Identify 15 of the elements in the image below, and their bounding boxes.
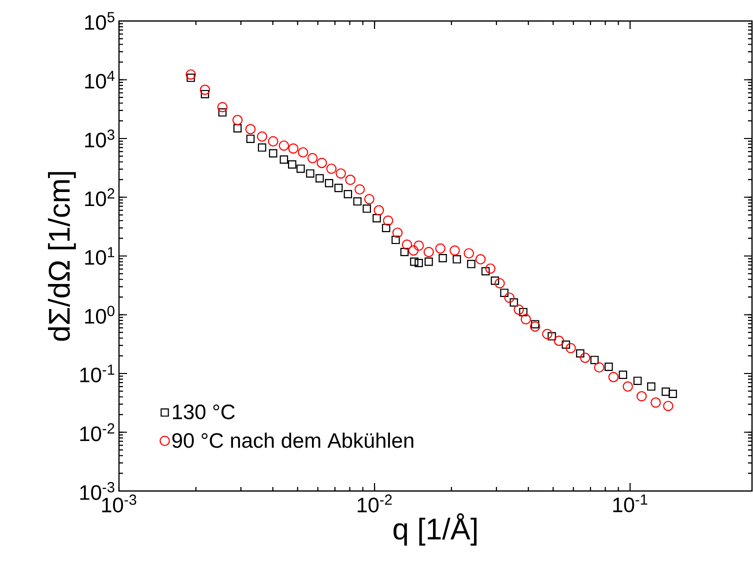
y-tick-label: 10$^{4}$ — [85, 70, 115, 89]
x-tick-label: 10$^{-1}$ — [613, 494, 648, 512]
x-tick-label: 10$^{-2}$ — [358, 494, 392, 512]
legend-label: 90 °C nach dem Abkühlen — [172, 432, 414, 448]
legend-label: 130 °C — [172, 404, 235, 420]
y-tick-label: 10$^{-1}$ — [80, 364, 114, 382]
y-tick-label: 10$^{3}$ — [85, 130, 114, 148]
x-tick-label: 10$^{-3}$ — [102, 494, 136, 512]
y-tick-label: 10$^{1}$ — [85, 247, 114, 265]
x-axis-title: q [1/Å] — [394, 513, 477, 546]
y-tick-label: 10$^{-2}$ — [80, 423, 114, 442]
y-tick-label: 10$^{5}$ — [85, 12, 114, 30]
y-tick-label: 10$^{0}$ — [85, 306, 114, 324]
y-axis-title: dΣ/dΩ [1/cm] — [48, 172, 76, 341]
y-tick-label: 10$^{2}$ — [85, 188, 114, 206]
